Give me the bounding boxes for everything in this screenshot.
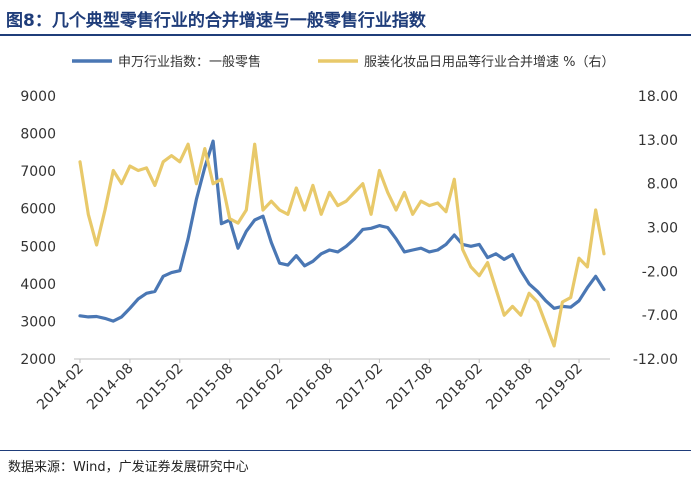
chart-legend: 申万行业指数：一般零售 服装化妆品日用品等行业合并增速 %（右）	[72, 54, 615, 70]
y-left-tick-label: 4000	[20, 277, 56, 293]
y-left-tick-label: 2000	[20, 352, 56, 368]
series-line-2	[78, 142, 606, 348]
y-right-tick-label: 18.00	[638, 89, 678, 105]
y-right-tick-label: -2.00	[642, 264, 678, 280]
source-note: 数据来源：Wind，广发证券发展研究中心	[8, 460, 249, 475]
y-left-tick-label: 3000	[20, 314, 56, 330]
footer-divider	[0, 450, 691, 451]
chart-series	[78, 139, 606, 348]
y-right-tick-label: 3.00	[647, 221, 678, 237]
x-tick-label: 2014-02	[34, 361, 87, 414]
title-bar: 图8：几个典型零售行业的合并增速与一般零售行业指数	[0, 0, 691, 36]
y-right-tick-label: 13.00	[638, 133, 678, 149]
chart-axes: 2000 3000 4000 5000 6000 7000 8000 9000 -12.00 -7…	[20, 89, 678, 413]
y-left-tick-label: 8000	[20, 127, 56, 143]
x-tick-label: 2018-08	[483, 361, 536, 414]
chart-area: 申万行业指数：一般零售 服装化妆品日用品等行业合并增速 %（右） 2000 3000…	[20, 54, 678, 413]
legend-label-2: 服装化妆品日用品等行业合并增速 %（右）	[364, 54, 615, 70]
x-tick-label: 2017-02	[334, 361, 387, 414]
y-left-tick-label: 5000	[20, 239, 56, 255]
x-tick-label: 2014-08	[84, 361, 137, 414]
y-left-tick-label: 9000	[20, 89, 56, 105]
y-left-tick-label: 7000	[20, 164, 56, 180]
x-tick-label: 2016-08	[284, 361, 337, 414]
legend-label-1: 申万行业指数：一般零售	[118, 54, 261, 70]
chart-title: 图8：几个典型零售行业的合并增速与一般零售行业指数	[6, 11, 426, 31]
series-line-1	[78, 139, 606, 323]
y-left-tick-label: 6000	[20, 202, 56, 218]
x-tick-label: 2017-08	[383, 361, 436, 414]
x-tick-label: 2016-02	[234, 361, 287, 414]
x-tick-label: 2015-02	[134, 361, 187, 414]
y-right-tick-label: 8.00	[647, 177, 678, 193]
x-tick-label: 2015-08	[184, 361, 237, 414]
x-tick-label: 2019-02	[533, 361, 586, 414]
y-right-tick-label: -12.00	[633, 352, 678, 368]
x-tick-label: 2018-02	[433, 361, 486, 414]
title-divider	[0, 34, 691, 36]
y-right-tick-label: -7.00	[642, 308, 678, 324]
